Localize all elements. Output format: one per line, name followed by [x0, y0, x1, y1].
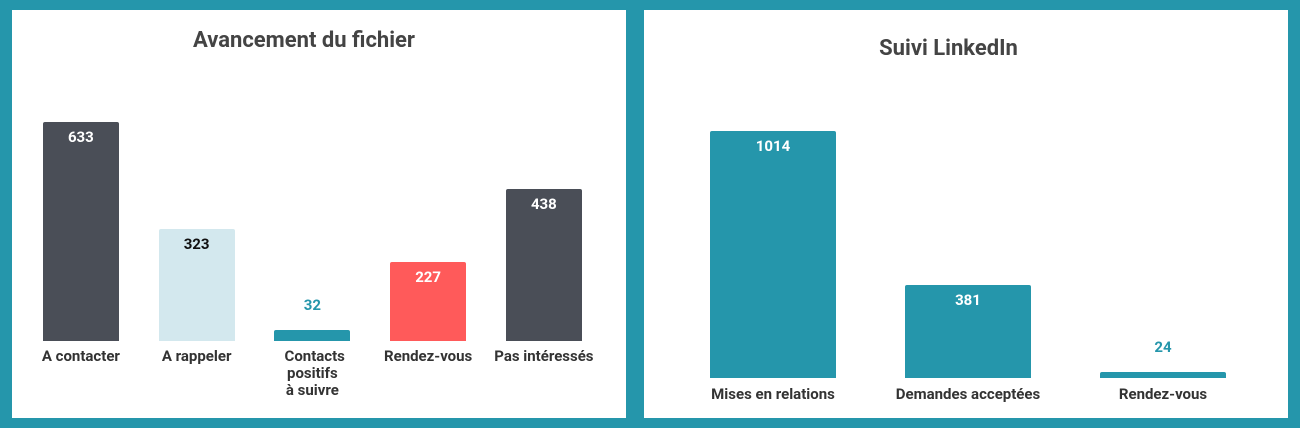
value-label: 1014 — [755, 137, 791, 155]
bar — [710, 131, 836, 378]
x-tick-label: A contacter — [41, 347, 120, 365]
value-label: 24 — [1154, 338, 1172, 357]
x-tick-label: Rendez-vous — [383, 347, 473, 365]
bar — [905, 285, 1031, 378]
x-tick-label: A rappeler — [161, 347, 232, 365]
value-label: 381 — [955, 291, 981, 310]
bar — [390, 262, 467, 341]
x-tick-label: Contacts positifs à suivre — [284, 347, 345, 399]
chart-title: Suivi LinkedIn — [879, 36, 1018, 61]
value-label: 323 — [183, 235, 210, 254]
x-tick-label: Rendez-vous — [1118, 385, 1208, 403]
chart-panel: Avancement du fichier 633 A contacter 323 A… — [12, 10, 626, 418]
x-tick-label: Demandes acceptées — [895, 385, 1041, 403]
value-label: 633 — [67, 128, 94, 146]
value-label: 227 — [415, 268, 442, 287]
bar — [42, 122, 119, 341]
bar — [505, 189, 582, 341]
value-label: 438 — [530, 195, 557, 214]
chart-title: Avancement du fichier — [193, 28, 415, 53]
bar — [158, 229, 235, 341]
bar — [274, 329, 351, 341]
bar — [1100, 372, 1226, 378]
value-label: 32 — [303, 295, 321, 314]
chart-panel: Suivi LinkedIn 1014 Mises en relations 381… — [644, 10, 1288, 418]
x-tick-label: Mises en relations — [711, 385, 835, 403]
x-tick-label: Pas intéressés — [494, 347, 594, 365]
